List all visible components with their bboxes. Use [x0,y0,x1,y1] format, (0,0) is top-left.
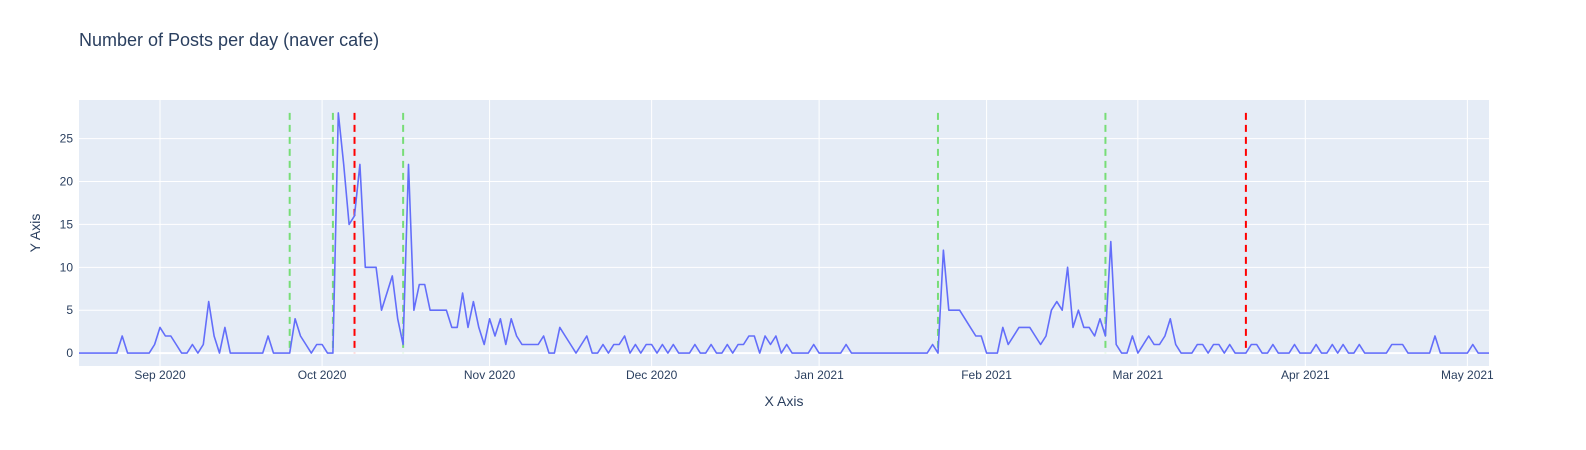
x-tick-label: Dec 2020 [626,368,678,382]
y-axis-title: Y Axis [27,214,43,253]
x-tick-label: Nov 2020 [464,368,516,382]
x-tick-label: Mar 2021 [1112,368,1163,382]
x-tick-labels: Sep 2020 Oct 2020 Nov 2020 Dec 2020 Jan 2021… [134,368,1494,382]
chart-title: Number of Posts per day (naver cafe) [79,30,380,50]
event-markers [288,112,1247,354]
y-tick-label: 25 [60,132,74,146]
series-layer [79,112,1489,354]
x-tick-label: Sep 2020 [134,368,186,382]
x-tick-label: May 2021 [1441,368,1494,382]
y-tick-labels: 0 5 10 15 20 25 [60,132,74,361]
x-tick-label: Apr 2021 [1281,368,1330,382]
series-line [79,112,1489,354]
x-axis-title: X Axis [765,393,804,409]
y-tick-label: 0 [66,346,73,360]
y-tick-label: 5 [66,303,73,317]
y-tick-label: 20 [60,175,74,189]
x-tick-label: Jan 2021 [794,368,844,382]
x-tick-label: Feb 2021 [961,368,1012,382]
x-tick-label: Oct 2020 [298,368,347,382]
plot-area [79,100,1489,366]
y-tick-label: 10 [60,260,74,274]
y-tick-label: 15 [60,217,74,231]
